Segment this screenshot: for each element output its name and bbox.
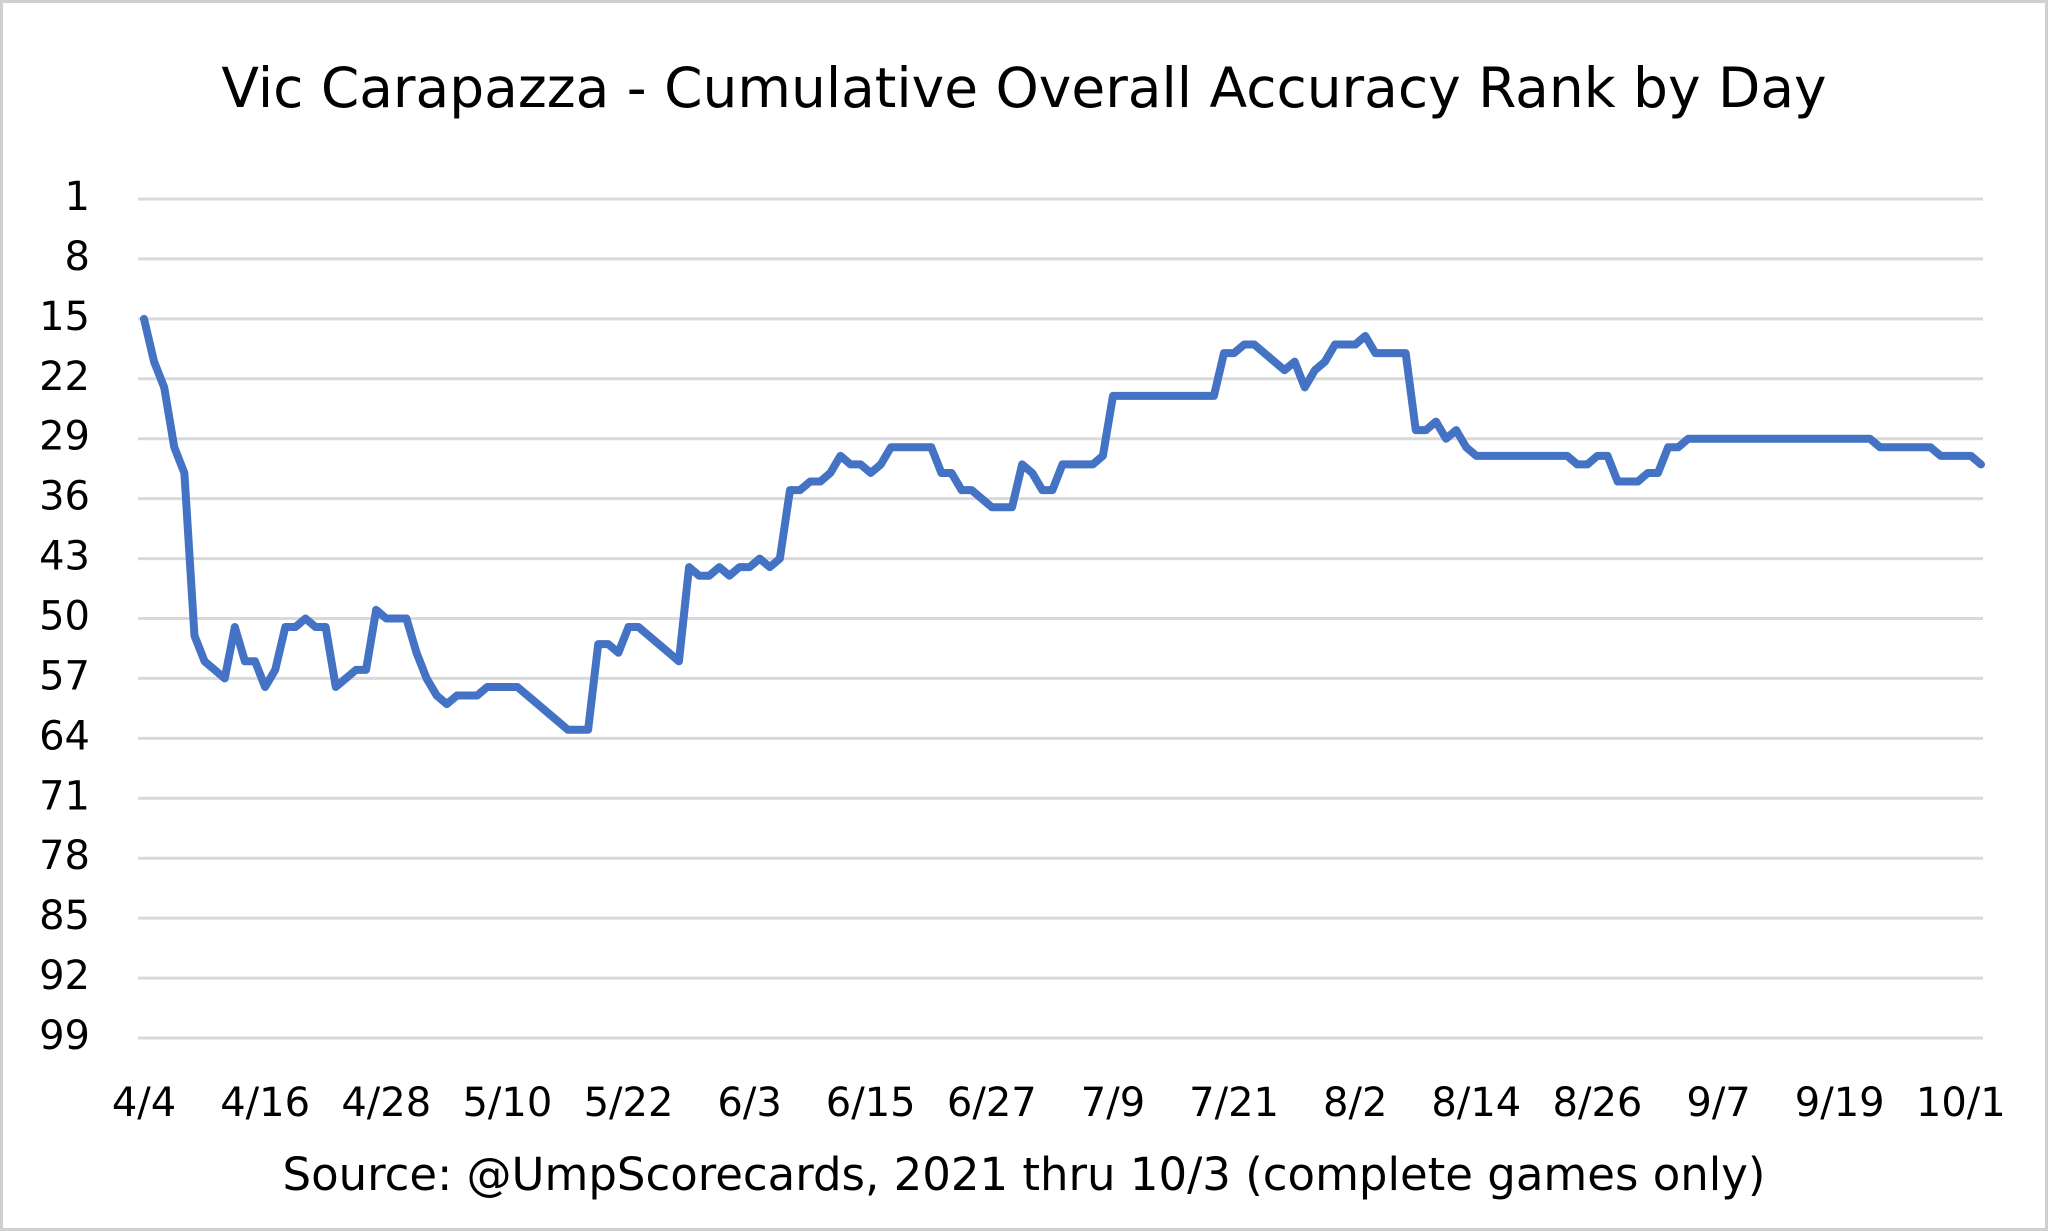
y-tick-label: 29 — [39, 414, 90, 460]
y-tick-label: 50 — [39, 594, 90, 640]
y-tick-label: 71 — [39, 773, 90, 819]
x-tick-label: 5/10 — [462, 1080, 552, 1126]
x-tick-label: 7/21 — [1189, 1080, 1279, 1126]
y-tick-label: 64 — [39, 713, 90, 759]
x-tick-label: 4/16 — [220, 1080, 310, 1126]
chart-title: Vic Carapazza - Cumulative Overall Accur… — [221, 56, 1826, 120]
x-tick-label: 9/7 — [1686, 1080, 1750, 1126]
x-tick-label: 9/19 — [1795, 1080, 1885, 1126]
x-tick-label: 10/1 — [1916, 1080, 2006, 1126]
x-tick-label: 7/9 — [1081, 1080, 1145, 1126]
y-tick-label: 85 — [39, 893, 90, 939]
y-tick-label: 1 — [65, 174, 90, 220]
y-tick-label: 36 — [39, 474, 90, 520]
x-tick-label: 8/2 — [1323, 1080, 1387, 1126]
x-tick-label: 5/22 — [584, 1080, 674, 1126]
y-tick-label: 8 — [65, 234, 90, 280]
x-tick-label: 6/27 — [947, 1080, 1037, 1126]
x-tick-label: 8/14 — [1431, 1080, 1521, 1126]
chart-source: Source: @UmpScorecards, 2021 thru 10/3 (… — [283, 1148, 1766, 1201]
y-tick-label: 57 — [39, 653, 90, 699]
x-tick-label: 4/4 — [112, 1080, 176, 1126]
x-tick-label: 8/26 — [1553, 1080, 1643, 1126]
x-tick-label: 4/28 — [341, 1080, 431, 1126]
y-tick-label: 15 — [39, 294, 90, 340]
data-line — [140, 314, 1985, 734]
y-tick-label: 43 — [39, 534, 90, 580]
y-tick-label: 92 — [39, 953, 90, 999]
y-tick-label: 78 — [39, 833, 90, 879]
y-tick-label: 22 — [39, 354, 90, 400]
x-tick-label: 6/3 — [717, 1080, 781, 1126]
x-tick-label: 6/15 — [826, 1080, 916, 1126]
y-tick-label: 99 — [39, 1013, 90, 1059]
